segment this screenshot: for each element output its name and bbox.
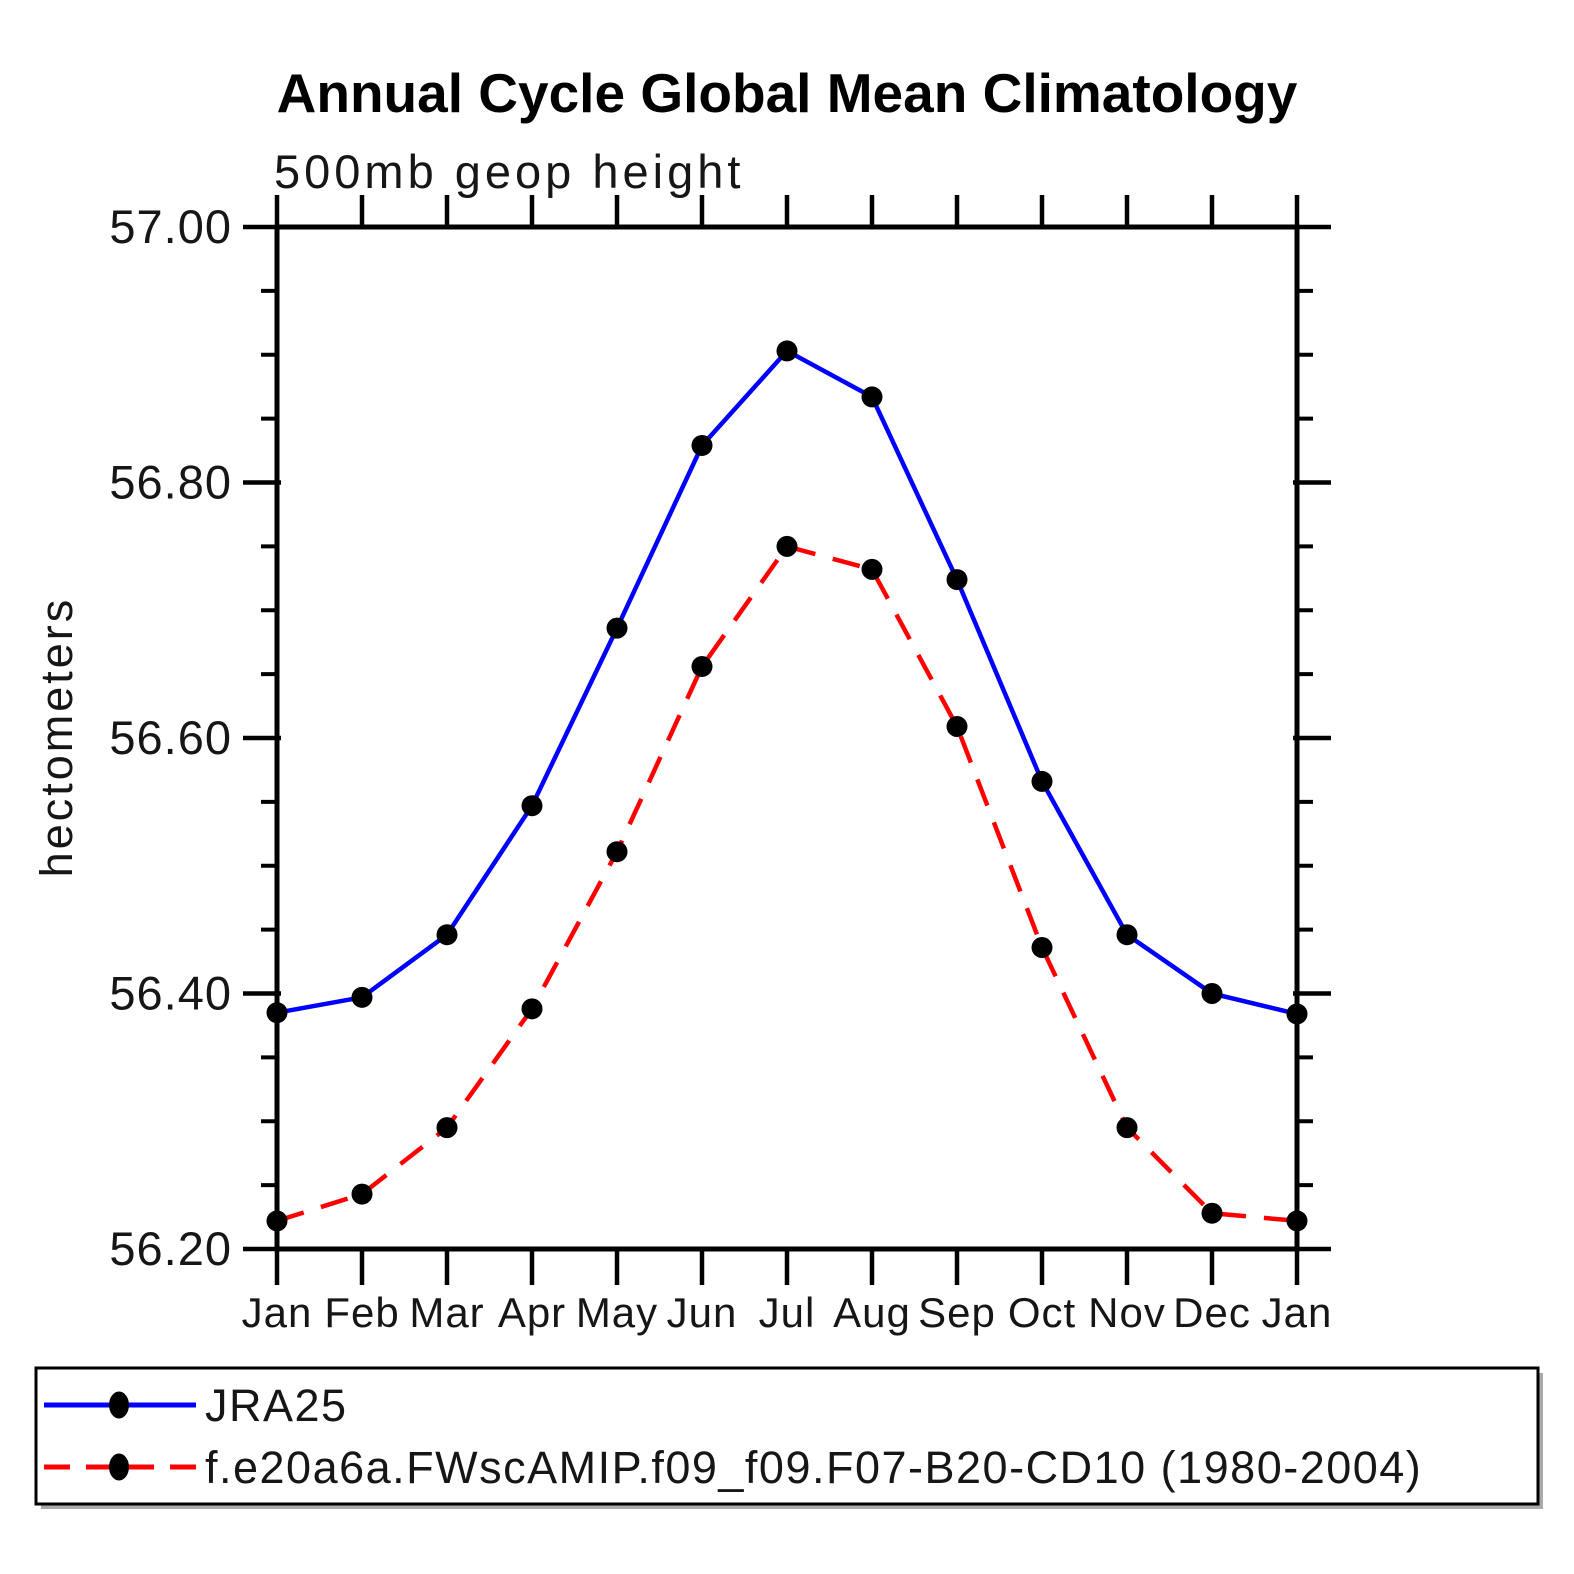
x-tick-label: Oct xyxy=(1008,1289,1076,1336)
legend-frame xyxy=(34,1366,1540,1506)
data-point-marker xyxy=(1116,924,1138,946)
x-tick-label: Feb xyxy=(324,1289,399,1336)
data-point-marker xyxy=(266,1002,288,1024)
x-tick-label: Jun xyxy=(667,1289,738,1336)
data-point-marker xyxy=(776,535,798,557)
series-line-jra25 xyxy=(276,348,1298,1017)
data-point-marker xyxy=(436,924,458,946)
legend-marker xyxy=(109,1391,129,1419)
chart-subtitle: 500mb geop height xyxy=(274,145,744,198)
y-tick-label: 56.20 xyxy=(109,1222,232,1275)
data-point-marker xyxy=(1031,937,1053,959)
data-point-marker xyxy=(1116,1117,1138,1139)
y-tick-label: 56.40 xyxy=(109,967,232,1020)
data-point-marker xyxy=(351,986,373,1008)
x-tick-label: Nov xyxy=(1088,1289,1166,1336)
x-tick-label: Sep xyxy=(918,1289,996,1336)
data-point-marker xyxy=(691,655,713,677)
data-point-marker xyxy=(861,386,883,408)
page-title: Annual Cycle Global Mean Climatology xyxy=(277,62,1298,124)
x-tick-label: Jul xyxy=(759,1289,816,1336)
x-tick-label: Aug xyxy=(833,1289,911,1336)
data-point-marker xyxy=(436,1117,458,1139)
series-line-model xyxy=(276,543,1298,1224)
x-tick-label: Jan xyxy=(1262,1289,1333,1336)
data-point-marker xyxy=(606,841,628,863)
x-tick-label: Mar xyxy=(409,1289,484,1336)
y-tick-label: 57.00 xyxy=(109,200,232,253)
legend-row: JRA25 xyxy=(44,1380,348,1431)
data-point-marker xyxy=(691,434,713,456)
data-point-marker xyxy=(606,617,628,639)
series-layer xyxy=(266,340,1308,1232)
legend-marker xyxy=(109,1453,129,1481)
data-point-marker xyxy=(521,998,543,1020)
data-point-marker xyxy=(861,558,883,580)
legend-box: JRA25 f.e20a6a.FWscAMIP.f09_f09.F07-B20-C… xyxy=(34,1366,1543,1509)
legend-label: JRA25 xyxy=(205,1380,348,1431)
x-tick-label: Dec xyxy=(1173,1289,1251,1336)
data-point-marker xyxy=(521,795,543,817)
plot-frame xyxy=(274,224,1300,1252)
data-point-marker xyxy=(351,1183,373,1205)
data-point-marker xyxy=(1031,770,1053,792)
data-point-marker xyxy=(1201,983,1223,1004)
legend-entries: JRA25 f.e20a6a.FWscAMIP.f09_f09.F07-B20-C… xyxy=(44,1380,1422,1493)
data-point-marker xyxy=(266,1210,288,1232)
x-tick-label: Apr xyxy=(498,1289,566,1336)
y-tick-label: 56.60 xyxy=(109,711,232,764)
x-tick-label: May xyxy=(576,1289,658,1336)
data-point-marker xyxy=(946,716,968,738)
y-tick-label: 56.80 xyxy=(109,456,232,509)
data-point-marker xyxy=(1286,1210,1308,1232)
data-point-marker xyxy=(1201,1202,1223,1224)
y-axis-label: hectometers xyxy=(31,597,82,878)
data-point-marker xyxy=(1286,1003,1308,1025)
legend-label: f.e20a6a.FWscAMIP.f09_f09.F07-B20-CD10 (… xyxy=(205,1442,1422,1493)
data-point-marker xyxy=(946,569,968,591)
legend-row: f.e20a6a.FWscAMIP.f09_f09.F07-B20-CD10 (… xyxy=(44,1442,1422,1493)
x-tick-label: Jan xyxy=(242,1289,313,1336)
data-point-marker xyxy=(776,340,798,362)
